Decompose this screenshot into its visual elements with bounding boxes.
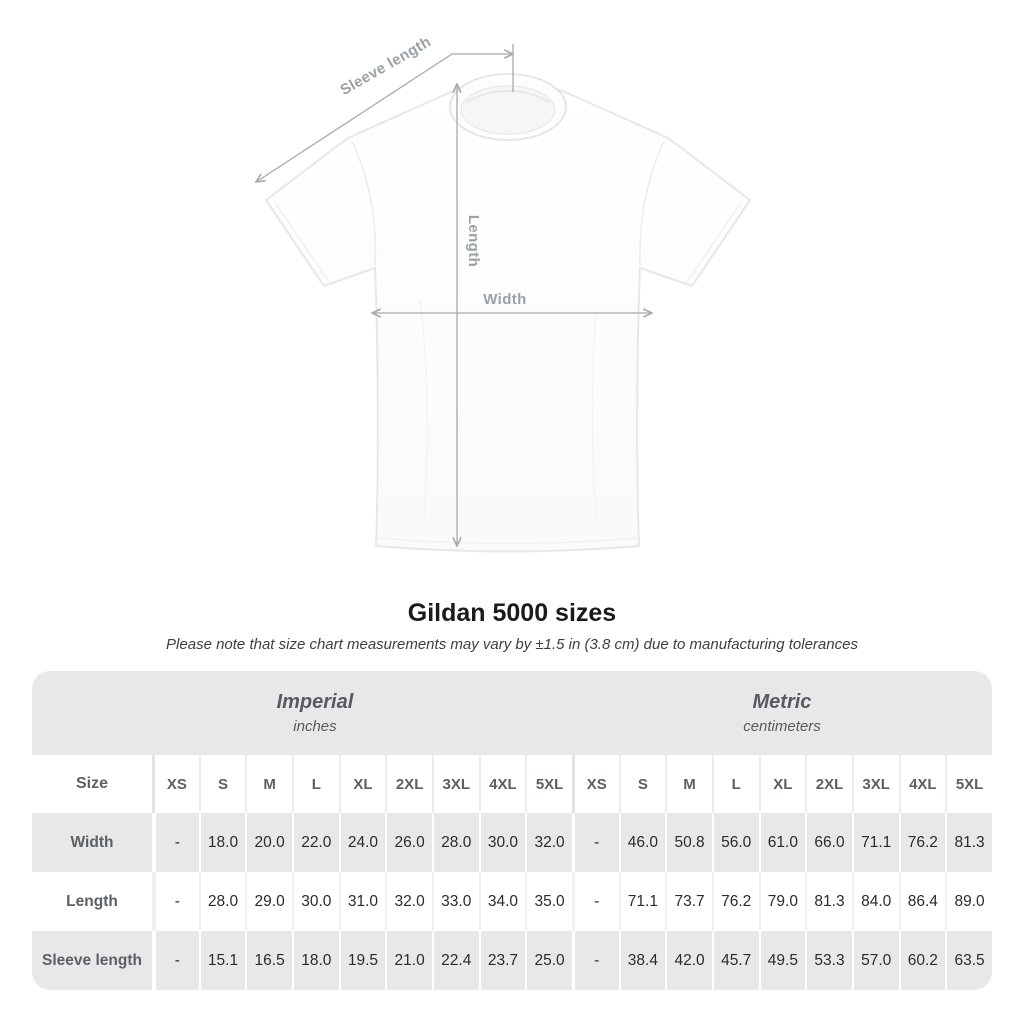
cell-imperial-4xl: 34.0	[478, 872, 526, 931]
cell-metric-xs: -	[571, 813, 619, 872]
cell-metric-l: 56.0	[711, 813, 759, 872]
cell-imperial-5xl: 35.0	[525, 872, 572, 931]
size-header-metric-xs: XS	[571, 755, 619, 813]
cell-imperial-s: 28.0	[198, 872, 246, 931]
size-header-metric-5xl: 5XL	[945, 755, 992, 813]
size-header-metric-s: S	[618, 755, 666, 813]
cell-metric-m: 50.8	[665, 813, 712, 872]
size-header-metric-2xl: 2XL	[805, 755, 852, 813]
cell-metric-s: 46.0	[618, 813, 666, 872]
cell-metric-xl: 79.0	[758, 872, 806, 931]
row-sleeve-length: Sleeve length -15.1 16.5 18.0 19.5 21.0 22.4 23…	[32, 931, 992, 990]
metric-sublabel: centimeters	[743, 718, 821, 735]
size-header-imperial-4xl: 4XL	[478, 755, 526, 813]
tolerance-note: Please note that size chart measurements…	[166, 636, 858, 653]
cell-metric-s: 38.4	[618, 931, 666, 990]
length-label: Length	[465, 215, 482, 267]
cell-imperial-4xl: 30.0	[478, 813, 526, 872]
cell-imperial-xs: -	[152, 872, 199, 931]
size-header-metric-xl: XL	[758, 755, 806, 813]
page-title: Gildan 5000 sizes	[407, 599, 617, 627]
cell-metric-m: 73.7	[665, 872, 712, 931]
cell-metric-xl: 49.5	[758, 931, 806, 990]
size-header-imperial-xl: XL	[338, 755, 386, 813]
size-header-imperial-l: L	[291, 755, 339, 813]
cell-imperial-l: 22.0	[291, 813, 339, 872]
cell-imperial-m: 29.0	[245, 872, 292, 931]
imperial-band: Imperial inches	[32, 671, 572, 755]
size-header-row: Size XS S M L XL 2XL 3XL 4XL 5XL XS S M L XL 2XL 3XL 4XL…	[32, 755, 992, 813]
cell-imperial-l: 18.0	[291, 931, 339, 990]
measurement-annotations	[256, 44, 652, 546]
cell-metric-l: 76.2	[711, 872, 759, 931]
tshirt-diagram: Sleeve length Length Width	[0, 33, 751, 553]
cell-metric-2xl: 66.0	[805, 813, 852, 872]
cell-imperial-5xl: 32.0	[525, 813, 572, 872]
cell-metric-5xl: 81.3	[945, 813, 992, 872]
cell-metric-s: 71.1	[618, 872, 666, 931]
cell-imperial-xs: -	[152, 813, 199, 872]
cell-imperial-4xl: 23.7	[478, 931, 526, 990]
cell-imperial-3xl: 28.0	[431, 813, 479, 872]
cell-imperial-s: 18.0	[198, 813, 246, 872]
size-header-imperial-m: M	[245, 755, 292, 813]
cell-imperial-m: 16.5	[245, 931, 292, 990]
cell-imperial-5xl: 25.0	[525, 931, 572, 990]
cell-imperial-m: 20.0	[245, 813, 292, 872]
cell-imperial-l: 30.0	[291, 872, 339, 931]
width-label: Width	[483, 291, 527, 308]
row-label: Width	[32, 813, 152, 872]
metric-label: Metric	[752, 691, 812, 713]
sleeve-length-label: Sleeve length	[337, 33, 434, 99]
cell-metric-l: 45.7	[711, 931, 759, 990]
cell-metric-m: 42.0	[665, 931, 712, 990]
cell-metric-4xl: 60.2	[898, 931, 946, 990]
cell-imperial-xl: 24.0	[338, 813, 386, 872]
sleeve-length-arrow	[256, 54, 513, 182]
cell-metric-2xl: 81.3	[805, 872, 852, 931]
imperial-sublabel: inches	[293, 718, 337, 735]
cell-imperial-3xl: 22.4	[431, 931, 479, 990]
cell-metric-5xl: 63.5	[945, 931, 992, 990]
size-header-metric-3xl: 3XL	[851, 755, 899, 813]
unit-band-row: Imperial inches Metric centimeters	[32, 671, 992, 755]
size-header-imperial-3xl: 3XL	[431, 755, 479, 813]
row-length: Length -28.0 29.0 30.0 31.0 32.0 33.0 34.0 35.0-…	[32, 872, 992, 931]
collar-inner	[460, 85, 556, 135]
cell-imperial-s: 15.1	[198, 931, 246, 990]
cell-metric-4xl: 86.4	[898, 872, 946, 931]
cell-metric-3xl: 84.0	[851, 872, 899, 931]
size-header-metric-m: M	[665, 755, 712, 813]
metric-band: Metric centimeters	[571, 671, 992, 755]
size-header-imperial-2xl: 2XL	[385, 755, 432, 813]
cell-metric-xs: -	[571, 931, 619, 990]
cell-metric-2xl: 53.3	[805, 931, 852, 990]
size-header-metric-4xl: 4XL	[898, 755, 946, 813]
cell-imperial-3xl: 33.0	[431, 872, 479, 931]
size-header-imperial-s: S	[198, 755, 246, 813]
cell-metric-3xl: 57.0	[851, 931, 899, 990]
cell-imperial-2xl: 26.0	[385, 813, 432, 872]
cell-metric-4xl: 76.2	[898, 813, 946, 872]
row-width: Width -18.0 20.0 22.0 24.0 26.0 28.0 30.0 32.0-4…	[32, 813, 992, 872]
size-table-container: Imperial inches Metric centimeters Size	[32, 671, 992, 990]
cell-imperial-xl: 31.0	[338, 872, 386, 931]
cell-metric-xs: -	[571, 872, 619, 931]
cell-imperial-xs: -	[152, 931, 199, 990]
size-column-header: Size	[32, 755, 152, 813]
cell-metric-5xl: 89.0	[945, 872, 992, 931]
cell-metric-3xl: 71.1	[851, 813, 899, 872]
cell-imperial-xl: 19.5	[338, 931, 386, 990]
row-label: Length	[32, 872, 152, 931]
imperial-label: Imperial	[276, 691, 354, 713]
size-header-imperial-xs: XS	[152, 755, 199, 813]
size-header-imperial-5xl: 5XL	[525, 755, 572, 813]
row-label: Sleeve length	[32, 931, 152, 990]
cell-imperial-2xl: 21.0	[385, 931, 432, 990]
size-header-metric-l: L	[711, 755, 759, 813]
size-table: Imperial inches Metric centimeters Size	[32, 671, 992, 990]
cell-metric-xl: 61.0	[758, 813, 806, 872]
cell-imperial-2xl: 32.0	[385, 872, 432, 931]
